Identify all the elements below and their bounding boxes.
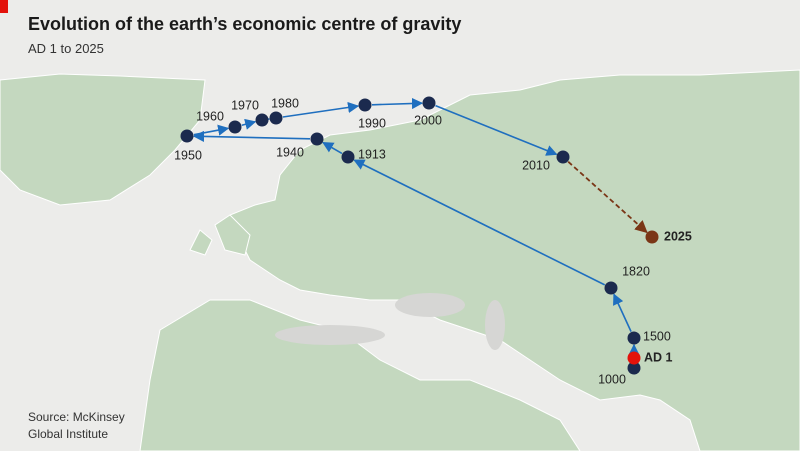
point-label: 1500 bbox=[643, 329, 671, 343]
route-arrow bbox=[241, 118, 257, 130]
point-label: 1960 bbox=[196, 109, 224, 123]
source: Source: McKinsey bbox=[28, 410, 125, 424]
source: Global Institute bbox=[28, 427, 108, 441]
point-label: 1990 bbox=[358, 116, 386, 130]
brand-bar bbox=[0, 0, 8, 13]
point-label: 1970 bbox=[231, 98, 259, 112]
point bbox=[180, 129, 194, 143]
point bbox=[645, 230, 659, 244]
route-arrow bbox=[193, 124, 230, 136]
route-arrow bbox=[353, 159, 606, 286]
point bbox=[255, 113, 269, 127]
point bbox=[627, 331, 641, 345]
inland-seas bbox=[275, 293, 505, 350]
route: 1000 1500 1820 1913 1940 1950 1960 1970 1980 1990… bbox=[174, 96, 692, 386]
point bbox=[422, 96, 436, 110]
point-label: 1980 bbox=[271, 96, 299, 110]
land bbox=[0, 69, 800, 451]
projected-arrow bbox=[567, 161, 648, 234]
point bbox=[627, 351, 641, 365]
route-arrow bbox=[192, 130, 311, 142]
point bbox=[604, 281, 618, 295]
route-arrow bbox=[371, 97, 424, 110]
point-label: 2025 bbox=[664, 229, 692, 243]
point bbox=[310, 132, 324, 146]
point-label: AD 1 bbox=[644, 350, 673, 364]
point-label: 1950 bbox=[174, 148, 202, 162]
point bbox=[228, 120, 242, 134]
point-label: 2000 bbox=[414, 113, 442, 127]
route-arrow bbox=[613, 293, 632, 332]
point bbox=[269, 111, 283, 125]
point bbox=[341, 150, 355, 164]
route-arrow bbox=[322, 141, 343, 155]
route-arrow bbox=[435, 104, 558, 156]
point bbox=[556, 150, 570, 164]
point-label: 1000 bbox=[598, 372, 626, 386]
route-arrow bbox=[282, 101, 360, 118]
point-label: 1820 bbox=[622, 264, 650, 278]
point bbox=[358, 98, 372, 112]
point bbox=[627, 361, 641, 375]
point-label: 1940 bbox=[276, 145, 304, 159]
point-label: 1913 bbox=[358, 147, 386, 161]
subtitle: AD 1 to 2025 bbox=[28, 41, 104, 56]
point-label: 2010 bbox=[522, 158, 550, 172]
title: Evolution of the earth’s economic centre… bbox=[28, 14, 461, 34]
